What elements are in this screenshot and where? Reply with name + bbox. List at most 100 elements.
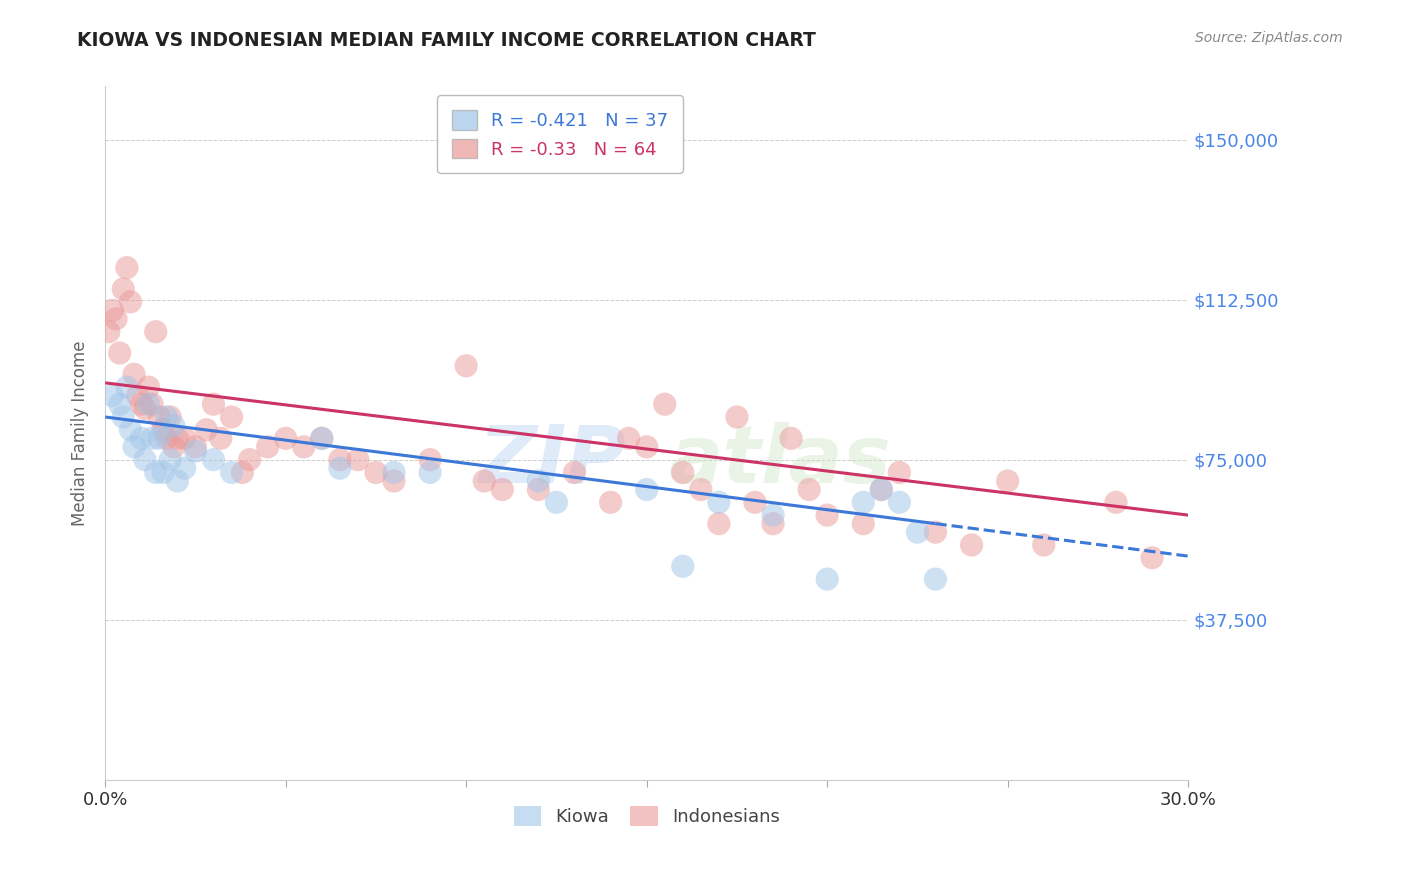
Point	[527, 483, 550, 497]
Point	[101, 389, 124, 403]
Point	[889, 466, 911, 480]
Point	[97, 325, 120, 339]
Point	[152, 423, 174, 437]
Point	[184, 440, 207, 454]
Point	[689, 483, 711, 497]
Point	[707, 516, 730, 531]
Point	[134, 401, 156, 416]
Point	[122, 440, 145, 454]
Point	[115, 260, 138, 275]
Point	[762, 508, 785, 522]
Point	[231, 466, 253, 480]
Point	[311, 431, 333, 445]
Point	[329, 452, 352, 467]
Point	[924, 525, 946, 540]
Point	[173, 431, 195, 445]
Point	[797, 483, 820, 497]
Point	[138, 397, 160, 411]
Point	[654, 397, 676, 411]
Point	[221, 409, 243, 424]
Point	[744, 495, 766, 509]
Point	[329, 461, 352, 475]
Point	[145, 325, 167, 339]
Point	[852, 516, 875, 531]
Point	[870, 483, 893, 497]
Point	[120, 423, 142, 437]
Point	[148, 431, 170, 445]
Point	[599, 495, 621, 509]
Point	[311, 431, 333, 445]
Point	[472, 474, 495, 488]
Point	[163, 440, 186, 454]
Point	[780, 431, 803, 445]
Point	[1105, 495, 1128, 509]
Point	[131, 397, 153, 411]
Point	[347, 452, 370, 467]
Point	[101, 303, 124, 318]
Point	[148, 409, 170, 424]
Point	[152, 466, 174, 480]
Point	[112, 409, 135, 424]
Point	[141, 397, 163, 411]
Point	[617, 431, 640, 445]
Text: ZIP: ZIP	[478, 422, 626, 500]
Point	[292, 440, 315, 454]
Point	[815, 508, 838, 522]
Point	[419, 466, 441, 480]
Point	[221, 466, 243, 480]
Point	[163, 418, 186, 433]
Text: KIOWA VS INDONESIAN MEDIAN FAMILY INCOME CORRELATION CHART: KIOWA VS INDONESIAN MEDIAN FAMILY INCOME…	[77, 31, 817, 50]
Point	[725, 409, 748, 424]
Point	[527, 474, 550, 488]
Point	[636, 440, 658, 454]
Point	[105, 311, 128, 326]
Point	[636, 483, 658, 497]
Point	[112, 282, 135, 296]
Point	[852, 495, 875, 509]
Point	[672, 559, 695, 574]
Point	[159, 452, 181, 467]
Point	[202, 452, 225, 467]
Point	[145, 466, 167, 480]
Point	[122, 368, 145, 382]
Point	[382, 474, 405, 488]
Point	[202, 397, 225, 411]
Point	[1140, 550, 1163, 565]
Point	[364, 466, 387, 480]
Point	[155, 409, 177, 424]
Point	[127, 389, 149, 403]
Point	[166, 431, 188, 445]
Point	[1032, 538, 1054, 552]
Point	[997, 474, 1019, 488]
Point	[138, 380, 160, 394]
Point	[382, 466, 405, 480]
Point	[115, 380, 138, 394]
Point	[209, 431, 232, 445]
Point	[564, 466, 586, 480]
Point	[870, 483, 893, 497]
Legend: Kiowa, Indonesians: Kiowa, Indonesians	[506, 798, 787, 833]
Point	[108, 346, 131, 360]
Point	[491, 483, 513, 497]
Point	[960, 538, 983, 552]
Point	[274, 431, 297, 445]
Point	[256, 440, 278, 454]
Point	[155, 431, 177, 445]
Point	[184, 444, 207, 458]
Point	[166, 474, 188, 488]
Point	[173, 461, 195, 475]
Point	[707, 495, 730, 509]
Point	[239, 452, 262, 467]
Point	[815, 572, 838, 586]
Y-axis label: Median Family Income: Median Family Income	[72, 340, 89, 525]
Text: Source: ZipAtlas.com: Source: ZipAtlas.com	[1195, 31, 1343, 45]
Point	[134, 452, 156, 467]
Point	[131, 431, 153, 445]
Text: atlas: atlas	[668, 422, 891, 500]
Point	[762, 516, 785, 531]
Point	[672, 466, 695, 480]
Point	[889, 495, 911, 509]
Point	[907, 525, 929, 540]
Point	[141, 431, 163, 445]
Point	[419, 452, 441, 467]
